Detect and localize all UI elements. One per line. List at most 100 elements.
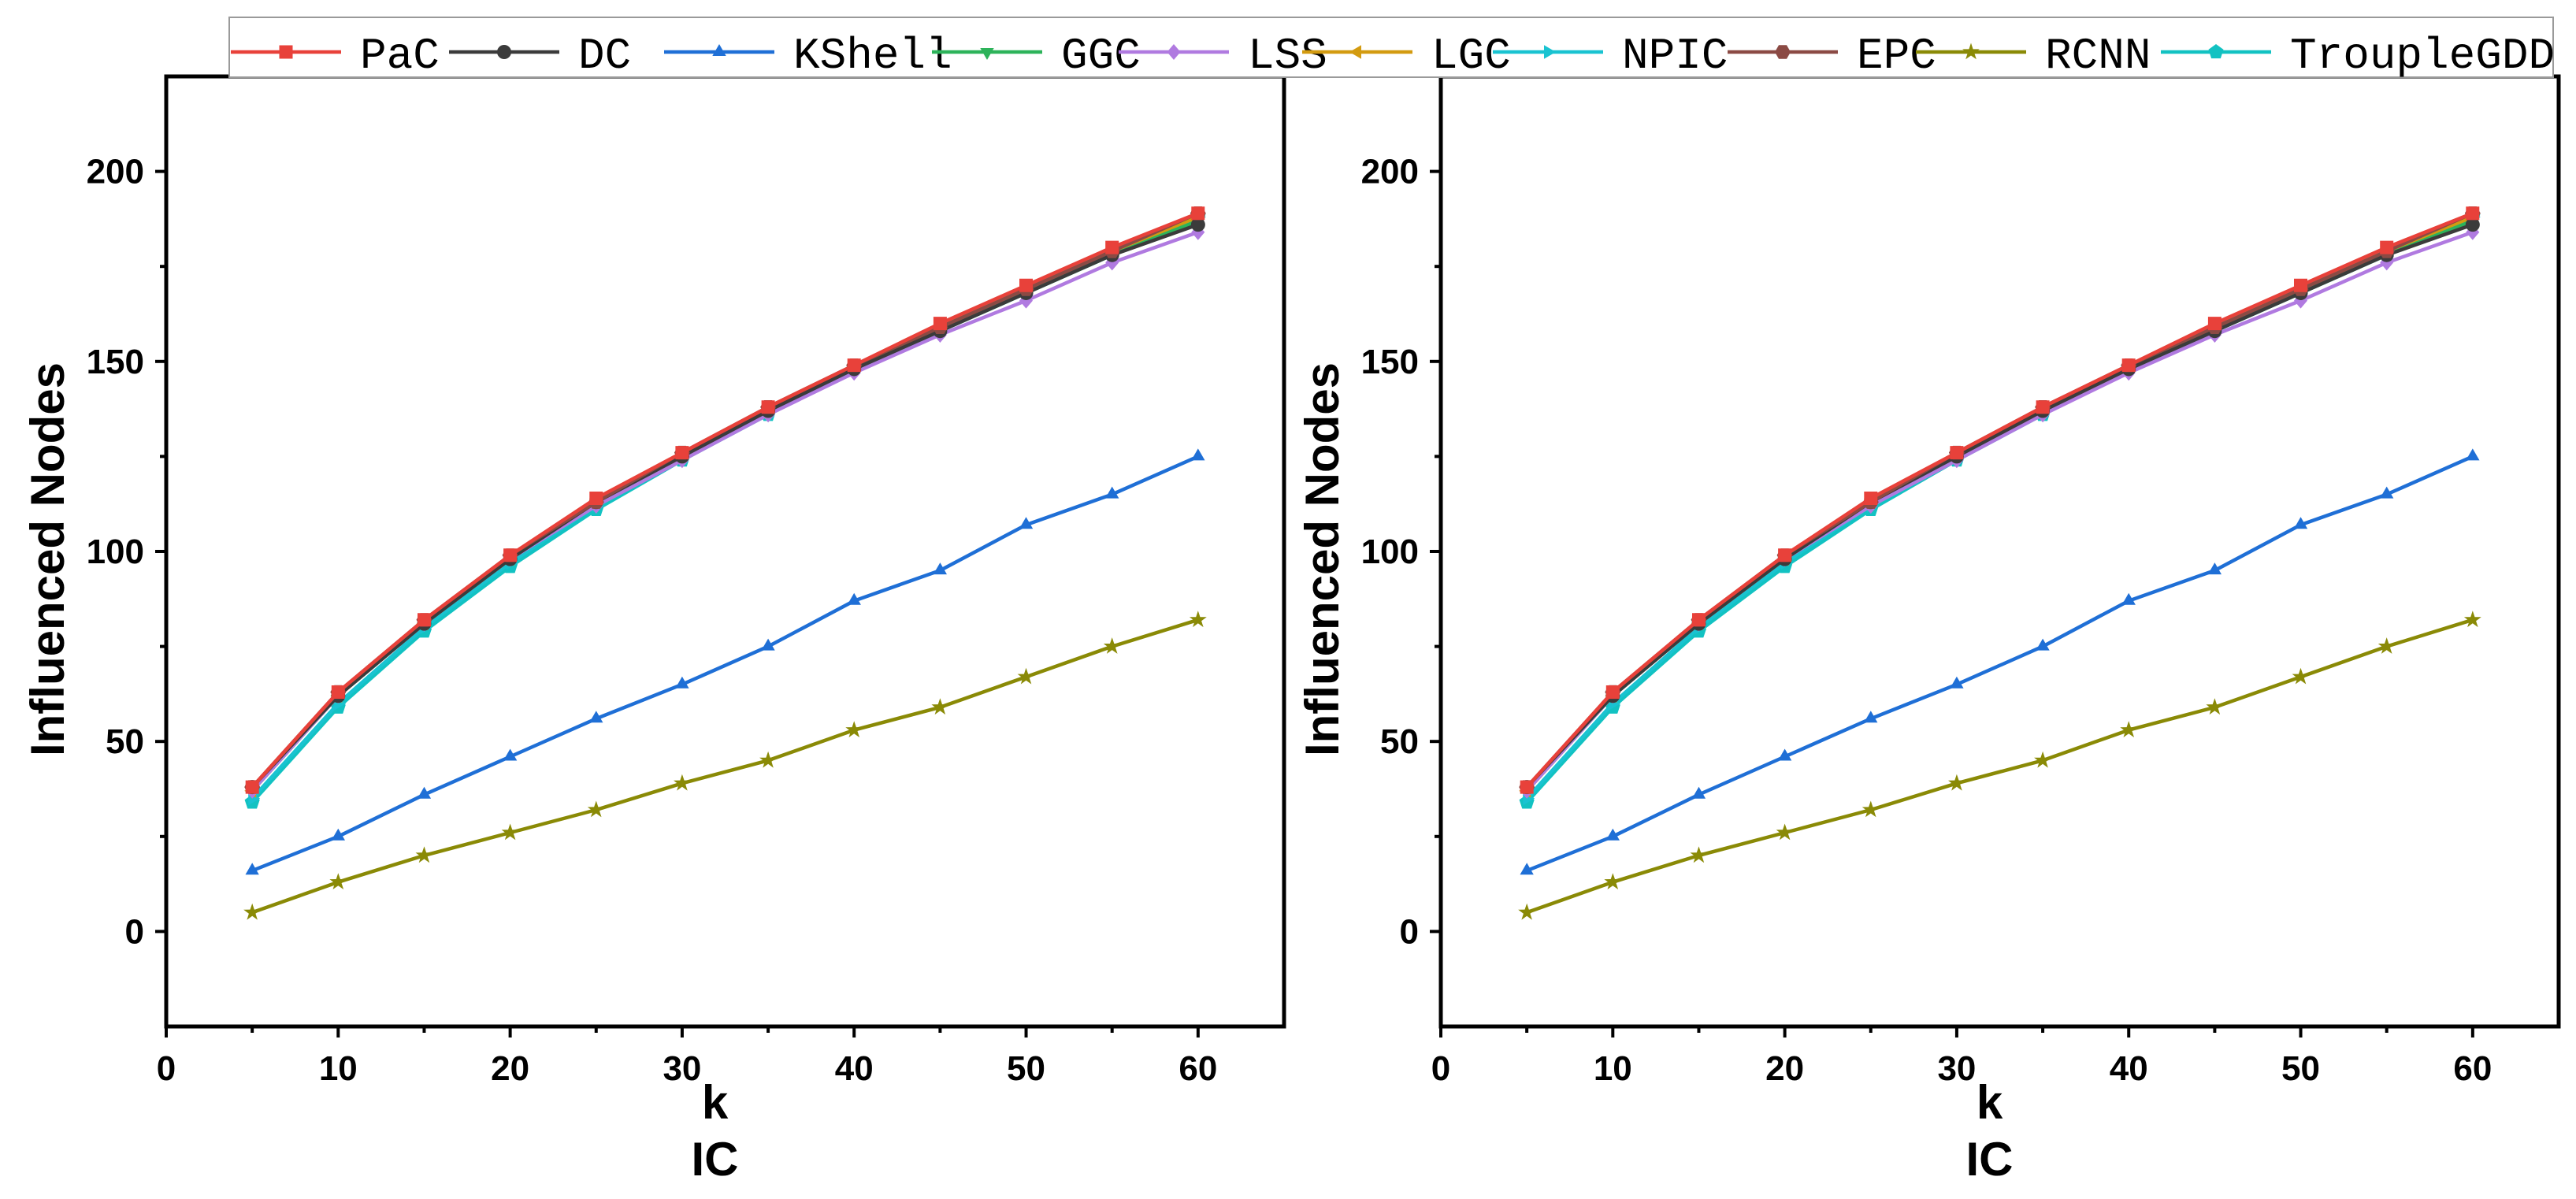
legend-item-PaC: PaC bbox=[231, 31, 440, 81]
data-point bbox=[1604, 873, 1622, 889]
series-DC bbox=[1520, 217, 2480, 795]
series-line bbox=[251, 211, 1199, 789]
data-point bbox=[501, 823, 519, 841]
data-point bbox=[2206, 698, 2224, 715]
series-EPC bbox=[1519, 206, 2481, 794]
legend-label: LGC bbox=[1431, 31, 1511, 81]
series-line bbox=[251, 455, 1199, 873]
series-line bbox=[1525, 215, 2474, 804]
data-point bbox=[2292, 667, 2310, 685]
x-tick-label: 30 bbox=[663, 1049, 701, 1088]
y-tick-label: 100 bbox=[1361, 533, 1419, 571]
data-point bbox=[331, 828, 345, 841]
data-point bbox=[2466, 448, 2480, 461]
data-point bbox=[2294, 278, 2307, 292]
series-line bbox=[251, 215, 1199, 804]
data-point bbox=[1861, 800, 1880, 818]
y-tick-label: 100 bbox=[87, 533, 144, 571]
series-line bbox=[251, 618, 1199, 915]
data-point bbox=[2121, 358, 2136, 373]
x-tick-label: 10 bbox=[319, 1049, 358, 1088]
data-point bbox=[2380, 240, 2394, 254]
legend-label: DC bbox=[578, 31, 631, 81]
data-point bbox=[1690, 846, 1708, 863]
y-tick-label: 200 bbox=[1361, 153, 1419, 191]
data-point bbox=[1950, 676, 1964, 689]
series-line bbox=[1525, 211, 2474, 789]
legend-marker bbox=[1775, 45, 1791, 59]
series-line bbox=[251, 215, 1199, 800]
x-tick-label: 40 bbox=[835, 1049, 874, 1088]
data-point bbox=[2207, 562, 2222, 575]
series-NPIC bbox=[1523, 210, 2481, 806]
legend-marker bbox=[497, 45, 511, 59]
x-axis-label: k bbox=[1977, 1076, 2003, 1129]
series-line bbox=[1525, 219, 2474, 793]
data-point bbox=[1191, 448, 1205, 461]
legend-label: NPIC bbox=[1622, 31, 1728, 81]
data-point bbox=[1105, 486, 1119, 499]
data-point bbox=[1950, 446, 1964, 460]
legend-marker bbox=[1544, 45, 1556, 59]
legend-marker bbox=[712, 44, 726, 56]
series-TroupleGDD bbox=[1519, 209, 2481, 809]
x-axis-label: k bbox=[702, 1076, 729, 1129]
x-tick-label: 40 bbox=[2110, 1049, 2148, 1088]
data-point bbox=[503, 748, 518, 761]
legend-item-RCNN: RCNN bbox=[1916, 31, 2151, 81]
y-axis-label: Influenced Nodes bbox=[1296, 362, 1349, 756]
data-point bbox=[2121, 592, 2136, 605]
y-axis-label: Influenced Nodes bbox=[21, 362, 74, 756]
data-point bbox=[2465, 217, 2480, 232]
data-point bbox=[1103, 637, 1121, 654]
data-point bbox=[1518, 903, 1536, 920]
y-tick-label: 50 bbox=[1380, 722, 1419, 761]
series-line bbox=[1525, 230, 2474, 793]
x-tick-label: 20 bbox=[491, 1049, 529, 1088]
series-line bbox=[1526, 618, 2474, 915]
x-tick-label: 0 bbox=[157, 1049, 176, 1088]
series-KShell bbox=[245, 448, 1205, 875]
data-point bbox=[2380, 486, 2394, 499]
data-point bbox=[2120, 721, 2138, 737]
data-point bbox=[1864, 492, 1878, 505]
series-GGC bbox=[245, 217, 1205, 799]
legend-item-LSS: LSS bbox=[1119, 31, 1327, 81]
data-point bbox=[503, 548, 518, 562]
data-point bbox=[847, 358, 861, 373]
y-tick-label: 150 bbox=[1361, 343, 1419, 381]
legend-marker bbox=[279, 45, 293, 59]
series-RCNN bbox=[243, 611, 1207, 920]
data-point bbox=[1017, 667, 1035, 685]
data-point bbox=[1692, 613, 1706, 627]
series-NPIC bbox=[248, 210, 1206, 806]
series-line bbox=[251, 222, 1199, 789]
series-line bbox=[251, 215, 1199, 793]
data-point bbox=[1189, 611, 1207, 628]
data-point bbox=[1776, 823, 1794, 841]
data-point bbox=[1191, 206, 1205, 221]
legend-label: RCNN bbox=[2045, 31, 2151, 81]
legend-label: LSS bbox=[1248, 31, 1327, 81]
data-point bbox=[674, 774, 691, 791]
data-point bbox=[1520, 780, 1534, 794]
data-point bbox=[2036, 400, 2050, 414]
data-point bbox=[759, 751, 777, 768]
series-KShell bbox=[1520, 448, 2480, 875]
legend-item-EPC: EPC bbox=[1728, 31, 1936, 81]
data-point bbox=[1520, 863, 1534, 875]
series-line bbox=[1526, 455, 2474, 873]
legend-label: PaC bbox=[360, 31, 440, 81]
x-tick-label: 0 bbox=[1431, 1049, 1450, 1088]
series-line bbox=[1525, 215, 2474, 793]
x-tick-label: 30 bbox=[1937, 1049, 1976, 1088]
legend-marker bbox=[2208, 44, 2224, 59]
x-tick-label: 60 bbox=[2453, 1049, 2492, 1088]
data-point bbox=[1019, 517, 1034, 529]
x-tick-label: 50 bbox=[1007, 1049, 1045, 1088]
legend-label: KShell bbox=[793, 31, 952, 81]
y-tick-label: 0 bbox=[125, 912, 144, 951]
chart-title: IC bbox=[692, 1133, 739, 1186]
series-DC bbox=[245, 217, 1205, 795]
series-line bbox=[1525, 211, 2474, 789]
